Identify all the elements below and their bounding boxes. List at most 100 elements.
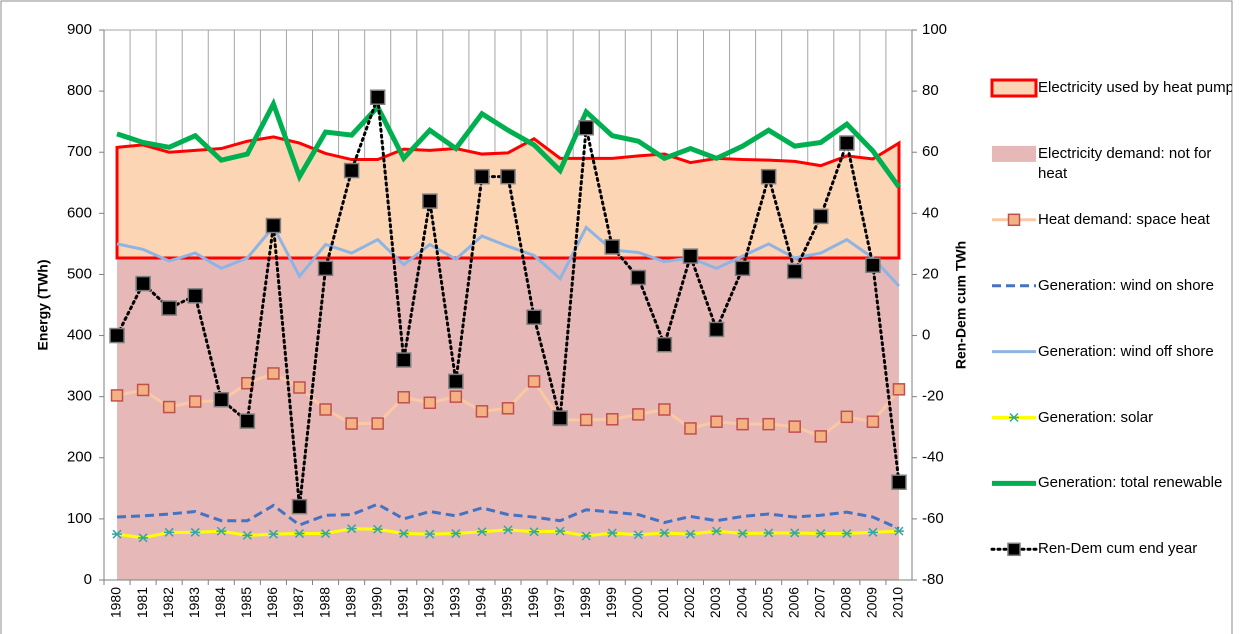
y2-tick-label: 60 — [922, 143, 939, 160]
x-tick-label: 1998 — [577, 587, 593, 618]
marker — [476, 527, 487, 537]
marker — [736, 417, 749, 431]
marker — [607, 528, 618, 538]
marker — [839, 135, 855, 151]
marker — [891, 474, 907, 490]
x-tick-label: 1992 — [421, 587, 437, 618]
legend-label: Generation: wind off shore — [1038, 342, 1214, 360]
y2-axis-title: Ren-Dem cum TWh — [953, 241, 969, 369]
x-tick-label: 2002 — [681, 587, 697, 618]
marker — [865, 257, 881, 274]
y-tick-label: 0 — [84, 571, 92, 588]
marker — [786, 263, 803, 280]
marker — [760, 168, 777, 185]
marker — [112, 529, 123, 539]
marker — [734, 260, 751, 277]
marker — [866, 415, 880, 428]
x-tick-label: 1988 — [316, 587, 332, 618]
x-tick-label: 1999 — [603, 587, 619, 618]
marker — [475, 405, 489, 418]
y-tick-label: 700 — [67, 143, 92, 160]
marker — [164, 527, 175, 537]
y2-tick-label: 20 — [922, 265, 939, 282]
marker — [372, 524, 383, 534]
x-tick-label: 1980 — [108, 587, 124, 618]
marker — [424, 529, 435, 539]
marker — [110, 389, 124, 402]
y-tick-label: 200 — [67, 449, 92, 466]
marker — [552, 410, 568, 426]
legend-label: Electricity demand: not for heat — [1038, 144, 1212, 182]
x-tick-label: 2001 — [655, 587, 671, 618]
marker — [892, 383, 906, 396]
marker — [606, 413, 619, 426]
x-tick-label: 2007 — [811, 587, 827, 618]
area — [117, 257, 899, 580]
y-tick-label: 300 — [67, 388, 92, 405]
marker — [343, 162, 360, 179]
x-tick-label: 1983 — [186, 587, 202, 618]
marker — [632, 408, 645, 421]
marker — [814, 430, 828, 443]
legend-label: Ren-Dem cum end year — [1038, 540, 1198, 558]
marker — [293, 381, 306, 394]
x-tick-label: 1985 — [238, 587, 254, 618]
marker — [684, 422, 697, 435]
marker — [369, 89, 386, 105]
marker — [395, 352, 412, 368]
x-tick-label: 2009 — [864, 587, 880, 618]
marker — [450, 529, 461, 539]
marker — [423, 396, 437, 410]
marker — [294, 529, 305, 539]
y-tick-label: 800 — [67, 82, 92, 99]
x-tick-label: 1997 — [551, 587, 567, 618]
marker — [840, 410, 854, 424]
marker — [762, 417, 775, 431]
line — [116, 224, 901, 288]
marker — [161, 300, 177, 316]
marker — [813, 208, 829, 225]
legend-label: Heat demand: space heat — [1038, 210, 1210, 228]
legend-marker — [1009, 412, 1019, 423]
marker — [448, 373, 464, 390]
legend-label: Generation: wind on shore — [1038, 276, 1214, 294]
marker — [711, 526, 722, 536]
y2-tick-label: 100 — [922, 21, 947, 38]
x-tick-label: 2005 — [759, 587, 775, 618]
legend: Electricity used by heat pump Electricity… — [1038, 0, 1232, 634]
y-tick-label: 600 — [67, 204, 92, 221]
line — [116, 97, 901, 189]
marker — [291, 498, 308, 515]
x-tick-label: 1984 — [212, 587, 228, 618]
marker — [500, 168, 516, 185]
x-tick-label: 1990 — [368, 587, 384, 618]
marker — [867, 527, 878, 537]
marker — [216, 526, 227, 536]
marker — [267, 367, 280, 380]
y2-tick-label: -80 — [922, 571, 944, 588]
marker — [578, 120, 594, 136]
legend-label: Generation: solar — [1038, 408, 1154, 426]
x-tick-label: 1986 — [264, 587, 280, 618]
marker — [526, 309, 542, 325]
x-tick-label: 2010 — [890, 587, 906, 618]
marker — [190, 527, 201, 537]
y-axis-title: Energy (TWh) — [35, 260, 51, 351]
x-tick-label: 1996 — [525, 587, 541, 618]
legend-label: Generation: total renewable — [1038, 474, 1223, 492]
x-tick-label: 1995 — [499, 587, 515, 618]
marker — [630, 269, 647, 286]
marker — [555, 526, 566, 536]
marker — [268, 529, 279, 539]
marker — [187, 288, 203, 304]
marker — [658, 403, 671, 416]
x-tick-label: 2006 — [785, 587, 801, 618]
marker — [788, 420, 801, 433]
legend-marker — [1007, 542, 1021, 557]
x-tick-label: 1981 — [134, 587, 150, 618]
marker — [503, 525, 513, 535]
legend-label: Electricity used by heat pump — [1038, 79, 1232, 96]
y2-tick-label: 0 — [922, 327, 930, 344]
